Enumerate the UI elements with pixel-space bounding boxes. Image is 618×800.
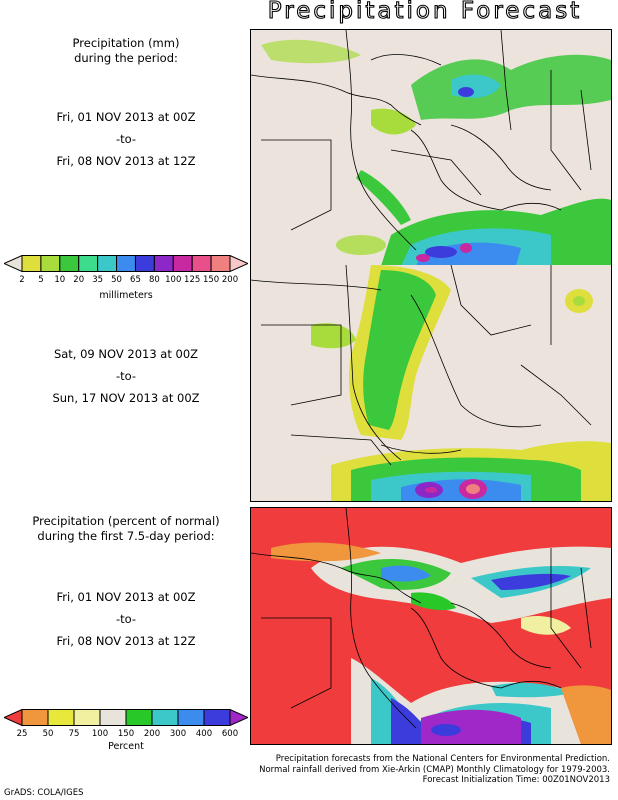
legend_pct-tick-label: 25 xyxy=(16,729,28,739)
panel3-label-line1: Precipitation (percent of normal) xyxy=(32,514,220,528)
legend-millimeters: 2 5 10 20 35 50 65 80 100 125 150 200 millimeters xyxy=(4,255,248,305)
legend-pct-unit: Percent xyxy=(108,741,144,752)
legend_mm-swatch xyxy=(21,255,42,272)
legend_mm-swatch xyxy=(191,255,212,272)
legend_pct-tick-label: 400 xyxy=(195,729,213,739)
legend-pct-bar xyxy=(4,709,248,727)
legend_mm-tick-label: 35 xyxy=(92,275,104,285)
legend_mm-swatch xyxy=(153,255,174,272)
legend_mm-tick-label: 65 xyxy=(130,275,141,285)
panel2-end: Sun, 17 NOV 2013 at 00Z xyxy=(52,391,200,405)
footer-line2: Normal rainfall derived from Xie-Arkin (… xyxy=(259,764,610,775)
legend_pct-swatch xyxy=(203,709,231,726)
legend_mm-swatch xyxy=(116,255,136,272)
legend-mm-bar xyxy=(4,255,248,273)
panel1-label: Precipitation (mm) during the period: xyxy=(8,36,244,66)
panel2-start: Sat, 09 NOV 2013 at 00Z xyxy=(53,347,199,361)
legend_mm-tick-label: 200 xyxy=(221,275,239,285)
panel3-label: Precipitation (percent of normal) during… xyxy=(8,514,244,544)
panel1-end: Fri, 08 NOV 2013 at 12Z xyxy=(56,154,196,168)
legend_mm-tick-label: 80 xyxy=(148,275,160,285)
footer-notes: Precipitation forecasts from the Nationa… xyxy=(190,754,610,786)
legend-mm-right-arrow xyxy=(229,255,248,273)
legend_mm-tick-label: 10 xyxy=(54,275,66,285)
panel3-label-line2: during the first 7.5-day period: xyxy=(37,529,215,543)
legend_mm-swatch xyxy=(78,255,99,272)
panel3-to: -to- xyxy=(115,612,137,626)
legend-mm-left-arrow xyxy=(4,255,23,273)
legend_mm-tick-label: 20 xyxy=(73,275,85,285)
legend_pct-tick-label: 600 xyxy=(221,729,239,739)
legend_mm-swatch xyxy=(40,255,61,272)
legend_pct-swatch xyxy=(73,709,101,726)
credit: GrADS: COLA/IGES xyxy=(4,788,84,798)
legend-pct-left-arrow xyxy=(4,709,23,727)
panel3-start: Fri, 01 NOV 2013 at 00Z xyxy=(56,590,196,604)
panel1-label-line1: Precipitation (mm) xyxy=(72,36,180,50)
legend-pct-right-arrow xyxy=(229,709,248,727)
footer-line1: Precipitation forecasts from the Nationa… xyxy=(275,754,610,764)
legend-mm-unit: millimeters xyxy=(99,290,153,301)
page-title: Precipitation Forecast xyxy=(267,0,583,25)
legend_mm-swatch xyxy=(172,255,193,272)
legend_pct-tick-label: 75 xyxy=(68,729,80,739)
legend_mm-tick-label: 100 xyxy=(165,275,182,285)
legend_pct-swatch xyxy=(21,709,49,726)
legend_pct-swatch xyxy=(99,709,127,726)
legend_mm-tick-label: 2 xyxy=(19,275,25,285)
panel2-to: -to- xyxy=(115,369,137,383)
legend_mm-swatch xyxy=(210,255,231,272)
legend_pct-swatch xyxy=(47,709,75,726)
legend_pct-swatch xyxy=(151,709,179,726)
legend_mm-tick-label: 50 xyxy=(111,275,122,285)
legend_pct-tick-label: 50 xyxy=(42,729,54,739)
legend_mm-tick-label: 125 xyxy=(184,275,201,285)
legend_pct-swatch xyxy=(177,709,205,726)
panel1-label-line2: during the period: xyxy=(74,51,178,65)
panel1-start: Fri, 01 NOV 2013 at 00Z xyxy=(56,110,196,124)
legend_mm-swatch xyxy=(134,255,155,272)
precip-map-week2 xyxy=(250,265,612,502)
legend_pct-tick-label: 200 xyxy=(143,729,161,739)
legend_pct-tick-label: 150 xyxy=(117,729,135,739)
legend_mm-tick-label: 150 xyxy=(202,275,220,285)
legend_mm-swatch xyxy=(59,255,80,272)
footer-line3: Forecast Initialization Time: 00Z01NOV20… xyxy=(422,775,610,785)
legend_pct-tick-label: 300 xyxy=(169,729,187,739)
precip-percent-map xyxy=(250,507,612,745)
legend_pct-tick-label: 100 xyxy=(91,729,109,739)
legend_pct-swatch xyxy=(125,709,153,726)
legend_mm-swatch xyxy=(97,255,118,272)
legend-percent: 25 50 75 100 150 200 300 400 600 Percent xyxy=(4,709,248,755)
panel3-end: Fri, 08 NOV 2013 at 12Z xyxy=(56,634,196,648)
legend_mm-tick-label: 5 xyxy=(38,275,44,285)
panel1-to: -to- xyxy=(115,132,137,146)
precip-map-week1 xyxy=(250,29,612,267)
